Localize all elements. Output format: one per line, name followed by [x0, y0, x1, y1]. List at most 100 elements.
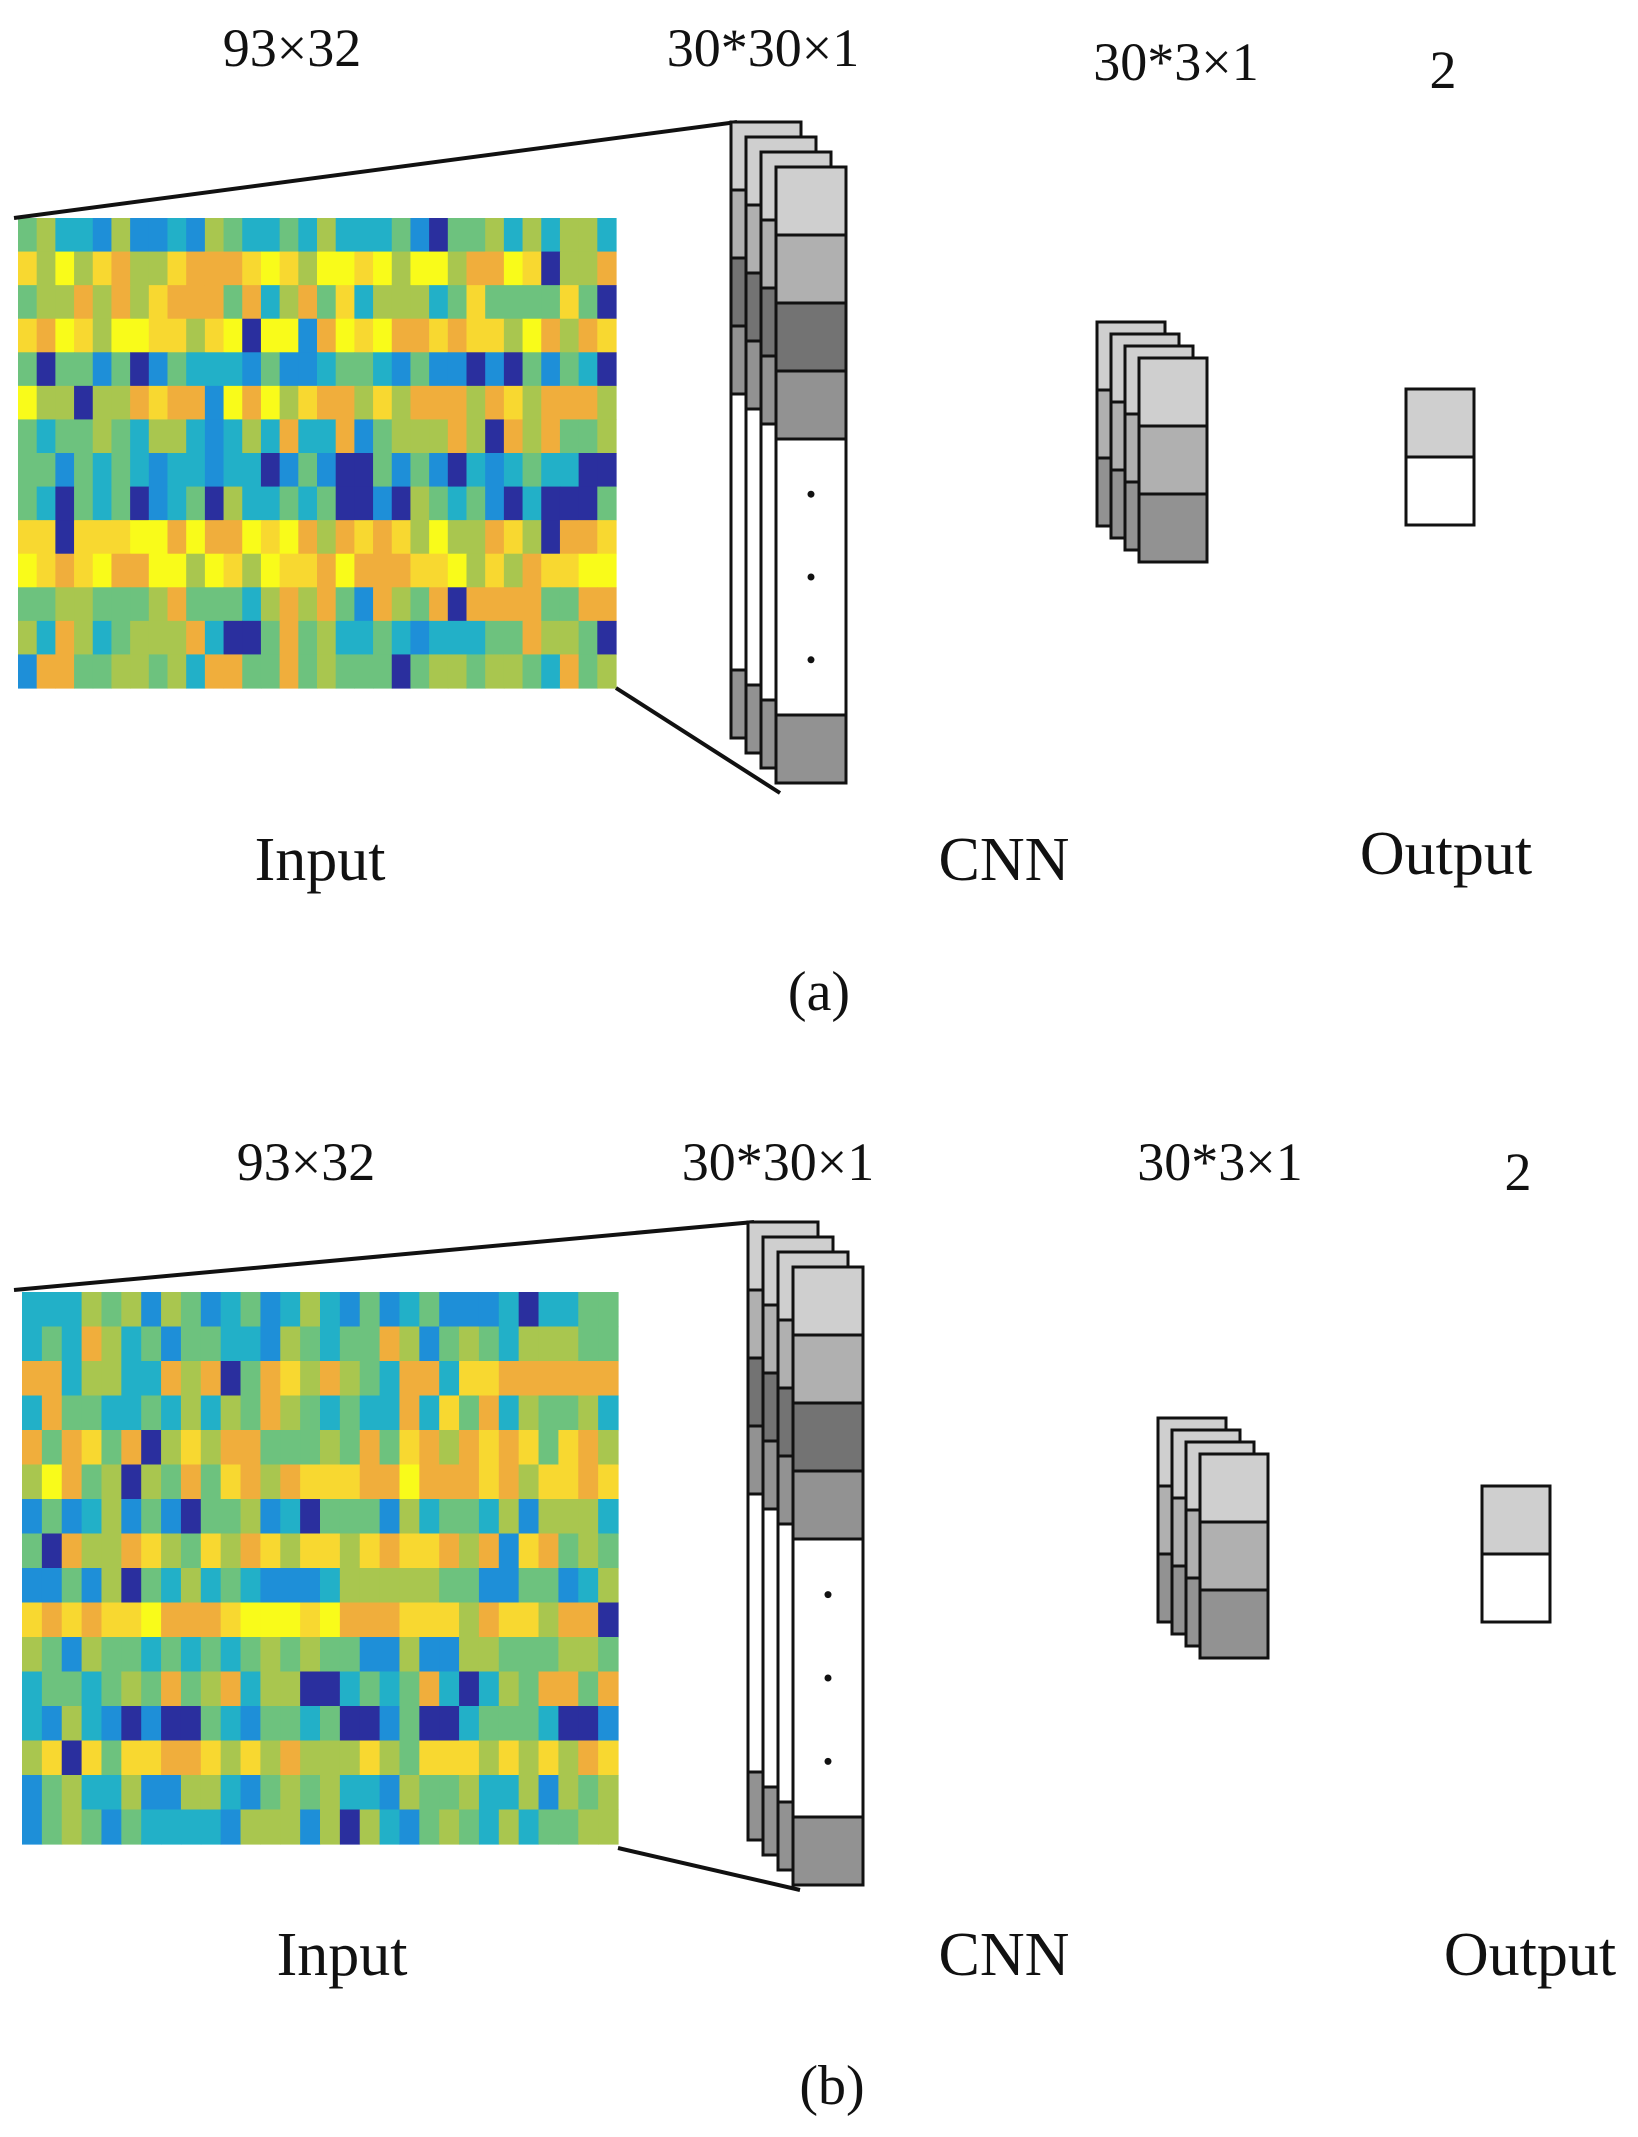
heatmap-cell: [439, 1464, 460, 1500]
heatmap-cell: [498, 1326, 520, 1362]
heatmap-cell: [359, 1533, 381, 1569]
heatmap-cell: [373, 318, 393, 353]
heatmap-cell: [485, 520, 505, 555]
heatmap-cell: [478, 1326, 500, 1362]
heatmap-cell: [242, 553, 262, 588]
heatmap-cell: [419, 1602, 440, 1638]
output-cell: [1404, 455, 1476, 527]
heatmap-cell: [204, 285, 225, 320]
heatmap-cell: [186, 352, 206, 387]
heatmap-cell: [41, 1533, 63, 1569]
heatmap-cell: [186, 218, 206, 253]
heatmap-cell: [459, 1292, 480, 1328]
heatmap-cell: [260, 453, 281, 488]
ellipsis-dot: [807, 573, 815, 581]
heatmap-cell: [240, 1740, 261, 1776]
heatmap-cell: [260, 1568, 281, 1604]
heatmap-cell: [498, 1568, 520, 1604]
heatmap-cell: [223, 520, 243, 555]
heatmap-cell: [522, 285, 542, 320]
heatmap-cell: [320, 1395, 341, 1431]
heatmap-cell: [148, 486, 169, 521]
heatmap-cell: [518, 1430, 540, 1466]
heatmap-cell: [18, 520, 38, 555]
heatmap-cell: [167, 318, 187, 353]
feature-map-sheet: [774, 165, 848, 785]
heatmap-cell: [161, 1464, 182, 1500]
heatmap-cell: [466, 553, 486, 588]
heatmap-cell: [141, 1671, 162, 1707]
heatmap-cell: [598, 1602, 619, 1638]
heatmap-cell: [18, 587, 38, 622]
output-dimension-label: 2: [1505, 1142, 1532, 1202]
heatmap-cell: [429, 285, 449, 320]
heatmap-cell: [466, 251, 486, 286]
output-layer: [1404, 387, 1476, 527]
heatmap-cell: [260, 620, 281, 656]
heatmap-cell: [597, 486, 617, 521]
heatmap-cell: [503, 251, 524, 286]
heatmap-cell: [558, 1326, 579, 1362]
heatmap-cell: [130, 620, 150, 656]
heatmap-cell: [320, 1775, 341, 1811]
feature-map-sheet: [791, 1265, 865, 1887]
heatmap-cell: [558, 1809, 579, 1845]
heatmap-cell: [55, 318, 75, 353]
heatmap-cell: [298, 520, 318, 555]
heatmap-cell: [578, 1568, 599, 1604]
heatmap-cell: [22, 1326, 43, 1362]
heatmap-cell: [399, 1740, 420, 1776]
heatmap-cell: [186, 251, 206, 286]
heatmap-cell: [578, 520, 598, 555]
heatmap-cell: [391, 352, 412, 387]
heatmap-cell: [391, 419, 412, 454]
heatmap-cell: [180, 1533, 202, 1569]
heatmap-cell: [22, 1775, 43, 1811]
heatmap-cell: [280, 1637, 301, 1673]
heatmap-cell: [220, 1740, 242, 1776]
input-label: Input: [255, 826, 386, 894]
heatmap-cell: [260, 218, 281, 253]
heatmap-cell: [335, 587, 355, 622]
heatmap-cell: [339, 1809, 361, 1845]
heatmap-cell: [81, 1361, 103, 1397]
heatmap-cell: [503, 419, 524, 454]
heatmap-cell: [161, 1775, 182, 1811]
heatmap-cell: [242, 587, 262, 622]
heatmap-cell: [429, 486, 449, 521]
heatmap-cell: [148, 520, 169, 555]
heatmap-cell: [317, 520, 337, 555]
heatmap-cell: [300, 1464, 321, 1500]
heatmap-cell: [55, 654, 75, 689]
heatmap-cell: [298, 419, 318, 454]
heatmap-cell: [439, 1499, 460, 1535]
heatmap-cell: [578, 218, 598, 253]
heatmap-cell: [41, 1671, 63, 1707]
heatmap-cell: [317, 251, 337, 286]
heatmap-cell: [459, 1326, 480, 1362]
heatmap-cell: [379, 1499, 401, 1535]
heatmap-cell: [200, 1671, 222, 1707]
heatmap-cell: [598, 1326, 619, 1362]
heatmap-cell: [18, 285, 38, 320]
heatmap-cell: [478, 1533, 500, 1569]
heatmap-cell: [447, 251, 468, 286]
heatmap-cell: [223, 453, 243, 488]
heatmap-cell: [317, 654, 337, 689]
heatmap-cell: [180, 1361, 202, 1397]
heatmap-cell: [242, 385, 262, 421]
heatmap-cell: [279, 251, 299, 286]
heatmap-cell: [391, 520, 412, 555]
heatmap-cell: [167, 218, 187, 253]
heatmap-cell: [41, 1740, 63, 1776]
output-label: Output: [1360, 820, 1532, 888]
heatmap-cell: [522, 453, 542, 488]
heatmap-cell: [180, 1499, 202, 1535]
heatmap-cell: [339, 1395, 361, 1431]
heatmap-cell: [121, 1637, 142, 1673]
heatmap-cell: [518, 1499, 540, 1535]
heatmap-cell: [121, 1671, 142, 1707]
heatmap-cell: [223, 318, 243, 353]
heatmap-cell: [410, 285, 430, 320]
heatmap-cell: [503, 520, 524, 555]
